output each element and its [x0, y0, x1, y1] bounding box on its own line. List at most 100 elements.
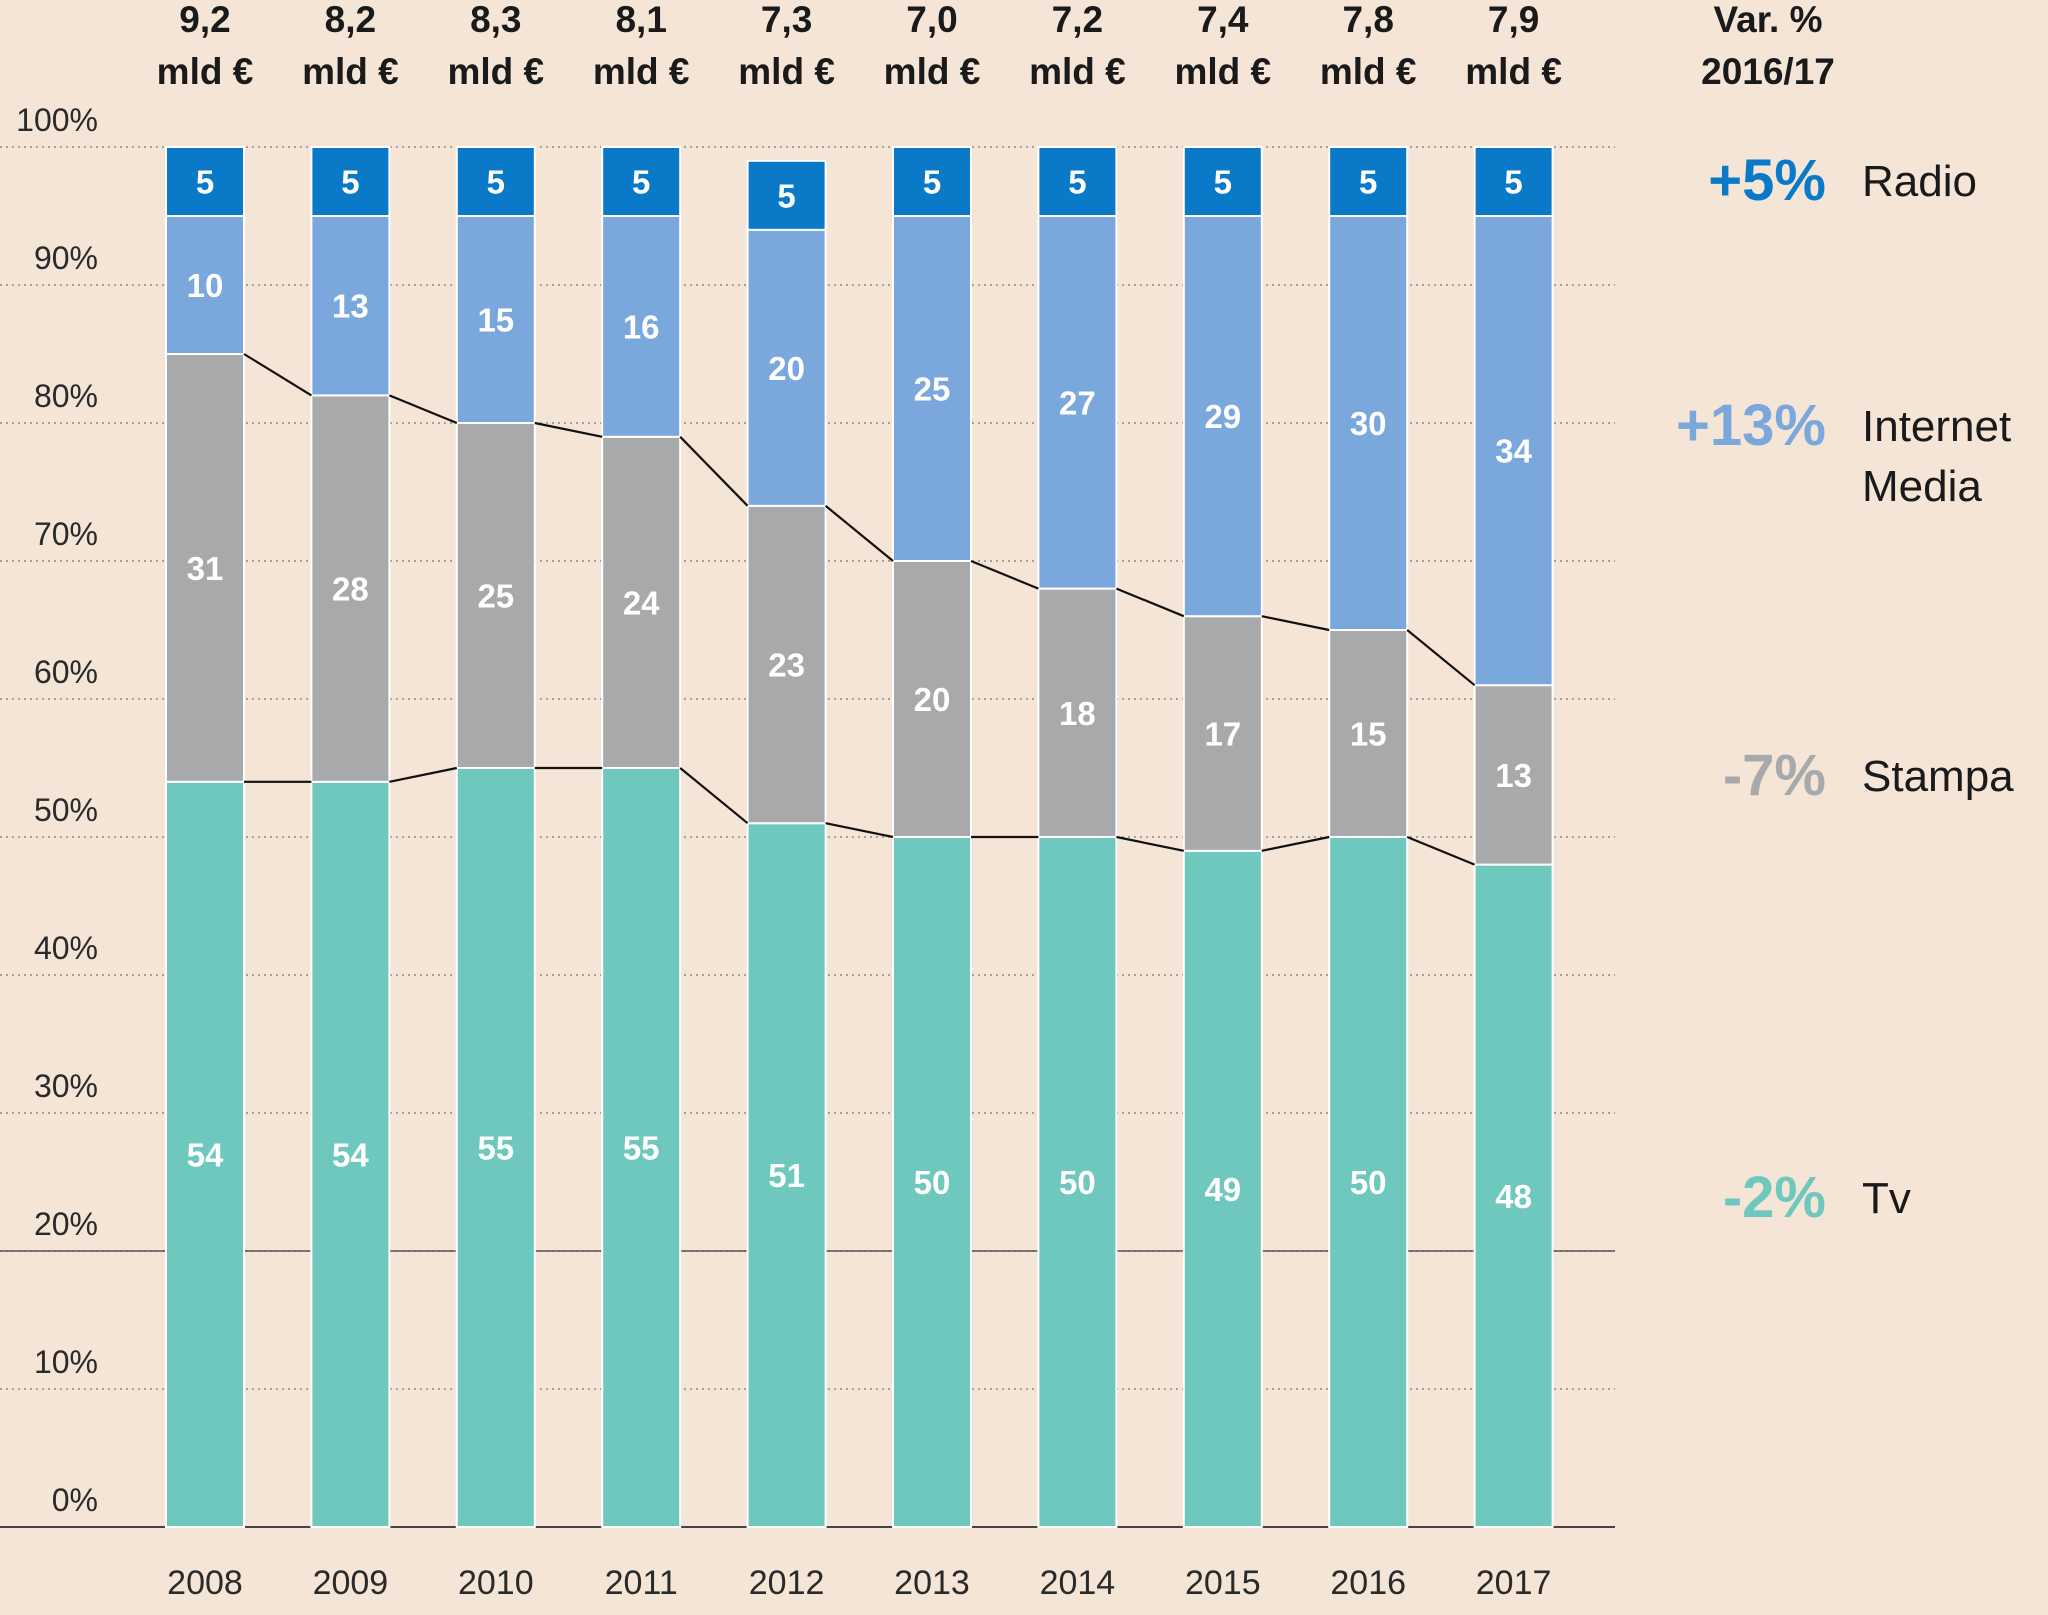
data-label: 48 [1495, 1178, 1532, 1215]
bar-total-unit: mld € [738, 51, 835, 92]
y-tick-label: 90% [34, 240, 98, 276]
bar-total-value: 9,2 [179, 0, 230, 40]
bar-segment-radio-2014 [1037, 146, 1118, 217]
data-label: 5 [632, 164, 650, 201]
bar-segment-stampa-2009 [310, 394, 391, 783]
bar-total-value: 7,3 [761, 0, 812, 40]
data-label: 23 [768, 647, 805, 684]
bar-segment-tv-2012 [746, 822, 827, 1528]
bar-total-unit: mld € [302, 51, 399, 92]
data-label: 31 [187, 550, 224, 587]
bar-total-value: 8,1 [615, 0, 666, 40]
bar-segment-internet-media-2009 [310, 215, 391, 397]
data-label: 55 [477, 1130, 514, 1167]
x-tick-label: 2012 [749, 1564, 825, 1602]
data-label: 54 [187, 1136, 224, 1173]
bar-total-unit: mld € [1465, 51, 1562, 92]
y-tick-label: 80% [34, 378, 98, 414]
y-tick-label: 10% [34, 1344, 98, 1380]
bar-total-unit: mld € [1029, 51, 1126, 92]
change-internet-media: +13% [1676, 393, 1826, 458]
data-label: 25 [477, 578, 514, 615]
bar-total-value: 7,9 [1488, 0, 1539, 40]
y-tick-label: 20% [34, 1206, 98, 1242]
x-tick-label: 2015 [1185, 1564, 1261, 1602]
data-label: 25 [914, 371, 951, 408]
bar-segment-tv-2016 [1328, 836, 1409, 1528]
bar-segment-internet-media-2008 [165, 215, 245, 355]
data-label: 51 [768, 1157, 805, 1194]
connector-line [1116, 835, 1185, 852]
data-label: 17 [1204, 716, 1241, 753]
bar-segment-radio-2011 [601, 146, 682, 217]
bar-segment-radio-2012 [746, 159, 827, 231]
bar-total-unit: mld € [593, 51, 690, 92]
data-label: 18 [1059, 695, 1096, 732]
y-axis: 0% 10% 20% 30% 40% 50% 60% 70% 80% 90% 100% [16, 102, 98, 1518]
y-tick-label: 100% [16, 102, 98, 138]
connector-line [243, 353, 312, 397]
data-label: 54 [332, 1136, 369, 1173]
y-tick-label: 60% [34, 654, 98, 690]
data-label: 10 [187, 267, 224, 304]
data-label: 50 [1350, 1164, 1387, 1201]
bar-total-value: 7,0 [906, 0, 957, 40]
bar-segment-tv-2009 [310, 780, 391, 1528]
bar-segment-internet-media-2011 [601, 215, 682, 438]
bar-segment-internet-media-2014 [1037, 215, 1118, 590]
data-label: 5 [196, 164, 214, 201]
y-tick-label: 0% [52, 1482, 98, 1518]
connector-line [1406, 835, 1476, 866]
data-label: 49 [1204, 1171, 1241, 1208]
change-header-period: 2016/17 [1701, 51, 1835, 92]
data-label: 5 [923, 164, 941, 201]
connector-line [1115, 587, 1185, 618]
data-label: 20 [914, 681, 951, 718]
connector-line [825, 822, 894, 839]
bar-total-value: 8,3 [470, 0, 521, 40]
x-tick-label: 2010 [458, 1564, 534, 1602]
bar-total-value: 7,8 [1342, 0, 1393, 40]
bar-total-unit: mld € [1174, 51, 1271, 92]
bar-segment-tv-2013 [892, 836, 972, 1528]
connector-line [389, 766, 458, 783]
bar-segment-internet-media-2017 [1473, 215, 1554, 687]
data-label: 5 [1359, 164, 1377, 201]
bar-total-unit: mld € [447, 51, 544, 92]
bars: 5431105542813555251555524165512320550202… [165, 146, 1554, 1528]
bar-segment-tv-2010 [455, 767, 536, 1528]
data-label: 29 [1204, 398, 1241, 435]
data-label: 28 [332, 571, 369, 608]
data-label: 55 [623, 1130, 660, 1167]
data-label: 27 [1059, 384, 1096, 421]
bar-segment-tv-2014 [1037, 836, 1118, 1528]
y-tick-label: 50% [34, 792, 98, 828]
bar-total-unit: mld € [1320, 51, 1417, 92]
bar-total-value: 7,2 [1052, 0, 1103, 40]
data-label: 24 [623, 584, 660, 621]
data-label: 30 [1350, 405, 1387, 442]
data-label: 20 [768, 350, 805, 387]
connector-line [679, 436, 749, 507]
connector-line [1261, 835, 1330, 852]
connector-line [534, 421, 603, 438]
connector-line [970, 559, 1039, 590]
bar-segment-radio-2010 [455, 146, 536, 217]
bar-total-unit: mld € [884, 51, 981, 92]
bar-total-value: 8,2 [325, 0, 376, 40]
x-tick-label: 2008 [167, 1564, 243, 1602]
connector-lines [243, 353, 1476, 866]
change-radio: +5% [1708, 148, 1826, 213]
bar-segment-radio-2013 [892, 146, 972, 217]
data-label: 5 [1504, 164, 1522, 201]
connector-line [1261, 615, 1330, 632]
legend-label-internet-media: Internet [1862, 402, 2011, 451]
bar-total-unit: mld € [157, 51, 254, 92]
bar-segment-radio-2009 [310, 146, 391, 217]
bar-segment-internet-media-2015 [1182, 215, 1263, 618]
bar-segment-stampa-2014 [1037, 587, 1118, 838]
change-stampa: -7% [1723, 743, 1826, 808]
data-label: 50 [914, 1164, 951, 1201]
bar-segment-tv-2011 [601, 767, 682, 1528]
